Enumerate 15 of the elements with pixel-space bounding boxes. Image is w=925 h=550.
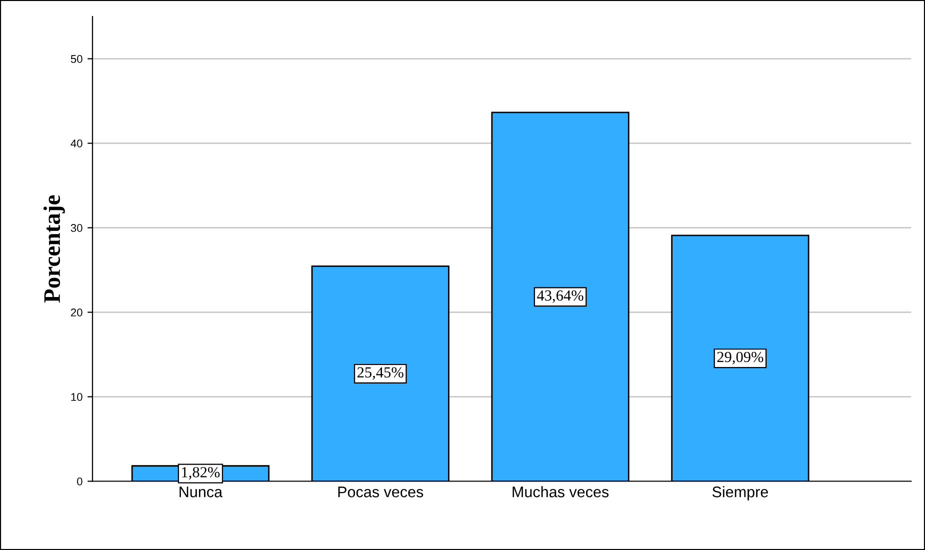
y-tick-label: 20: [70, 308, 82, 316]
x-tick-label: Nunca: [180, 486, 223, 498]
y-tick-label: 50: [70, 55, 82, 63]
data-label: 29,09%: [717, 352, 764, 364]
y-tick-label: 10: [71, 393, 82, 401]
data-label: 1,82%: [182, 467, 220, 480]
y-tick-label: 40: [70, 140, 82, 148]
x-tick-label: Siempre: [712, 486, 768, 500]
data-label: 43,64%: [537, 290, 584, 303]
x-tick-label: Muchas veces: [512, 486, 609, 498]
y-tick-label: 0: [77, 478, 82, 486]
data-label: 25,45%: [357, 367, 404, 380]
x-tick-label: Pocas veces: [338, 486, 424, 498]
y-axis-title: Porcentaje: [43, 195, 65, 303]
y-tick-label: 30: [70, 224, 82, 232]
